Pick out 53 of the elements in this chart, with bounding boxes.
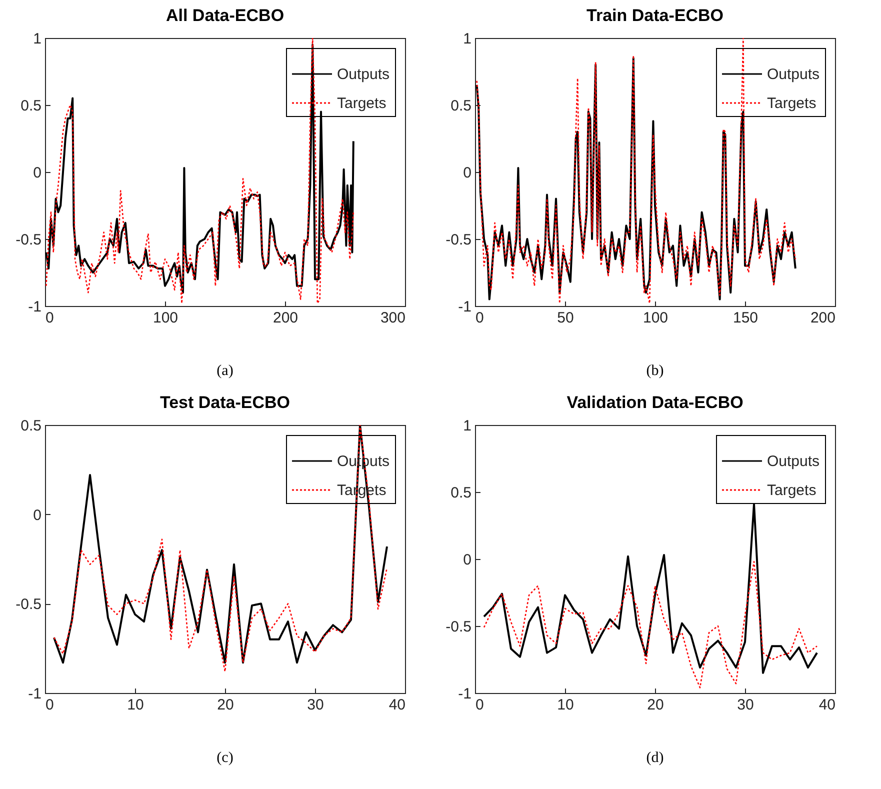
line-series xyxy=(483,561,818,688)
x-tick-label: 100 xyxy=(152,310,178,326)
x-tick-label: 200 xyxy=(272,310,298,326)
text: (a) xyxy=(216,363,234,379)
legend-label: Targets xyxy=(767,482,816,499)
y-tick-label: 0 xyxy=(33,164,42,182)
text: (b) xyxy=(646,363,664,379)
y-tick-label: 0 xyxy=(463,164,472,182)
text: (c) xyxy=(216,750,234,766)
chart-title: Validation Data-ECBO xyxy=(566,393,744,412)
x-tick-label: 300 xyxy=(380,310,406,326)
y-tick-label: 0.5 xyxy=(20,418,42,434)
y-tick-label: 0 xyxy=(463,552,472,568)
chart-title: Test Data-ECBO xyxy=(160,393,290,412)
x-tick-label: 0 xyxy=(476,696,484,714)
x-tick-label: 40 xyxy=(818,696,836,714)
y-tick-label: -0.5 xyxy=(16,232,42,248)
y-tick-label: -0.5 xyxy=(446,618,472,636)
y-tick-label: 0.5 xyxy=(450,98,472,114)
y-tick-label: -1 xyxy=(458,298,472,316)
y-tick-label: -1 xyxy=(28,298,42,316)
y-tick-label: 1 xyxy=(463,30,472,48)
y-tick-label: -0.5 xyxy=(446,232,472,248)
y-tick-label: 0 xyxy=(33,506,42,524)
x-tick-label: 50 xyxy=(557,310,574,326)
x-tick-label: 150 xyxy=(732,310,758,326)
legend-label: Outputs xyxy=(767,453,820,470)
legend-label: Targets xyxy=(767,95,816,112)
legend-label: Outputs xyxy=(767,66,820,83)
x-tick-label: 20 xyxy=(647,696,664,714)
legend-label: Outputs xyxy=(337,66,390,83)
text: (d) xyxy=(646,750,664,766)
chart-title: All Data-ECBO xyxy=(166,6,284,25)
y-tick-label: -0.5 xyxy=(16,596,42,614)
y-tick-label: 0.5 xyxy=(450,484,472,502)
x-tick-label: 40 xyxy=(388,696,406,714)
x-tick-label: 20 xyxy=(217,696,234,714)
x-tick-label: 0 xyxy=(476,310,484,326)
x-tick-label: 200 xyxy=(810,310,836,326)
y-tick-label: -1 xyxy=(458,686,472,702)
x-tick-label: 10 xyxy=(557,696,574,714)
x-tick-label: 0 xyxy=(46,310,54,326)
x-tick-label: 100 xyxy=(642,310,668,326)
y-tick-label: -1 xyxy=(28,686,42,702)
x-tick-label: 30 xyxy=(307,696,324,714)
y-tick-label: 1 xyxy=(463,418,472,434)
y-tick-label: 1 xyxy=(33,30,42,48)
x-tick-label: 30 xyxy=(737,696,754,714)
legend-label: Targets xyxy=(337,95,386,112)
chart-title: Train Data-ECBO xyxy=(586,6,724,25)
x-tick-label: 0 xyxy=(46,696,54,714)
x-tick-label: 10 xyxy=(127,696,144,714)
y-tick-label: 0.5 xyxy=(20,98,42,114)
